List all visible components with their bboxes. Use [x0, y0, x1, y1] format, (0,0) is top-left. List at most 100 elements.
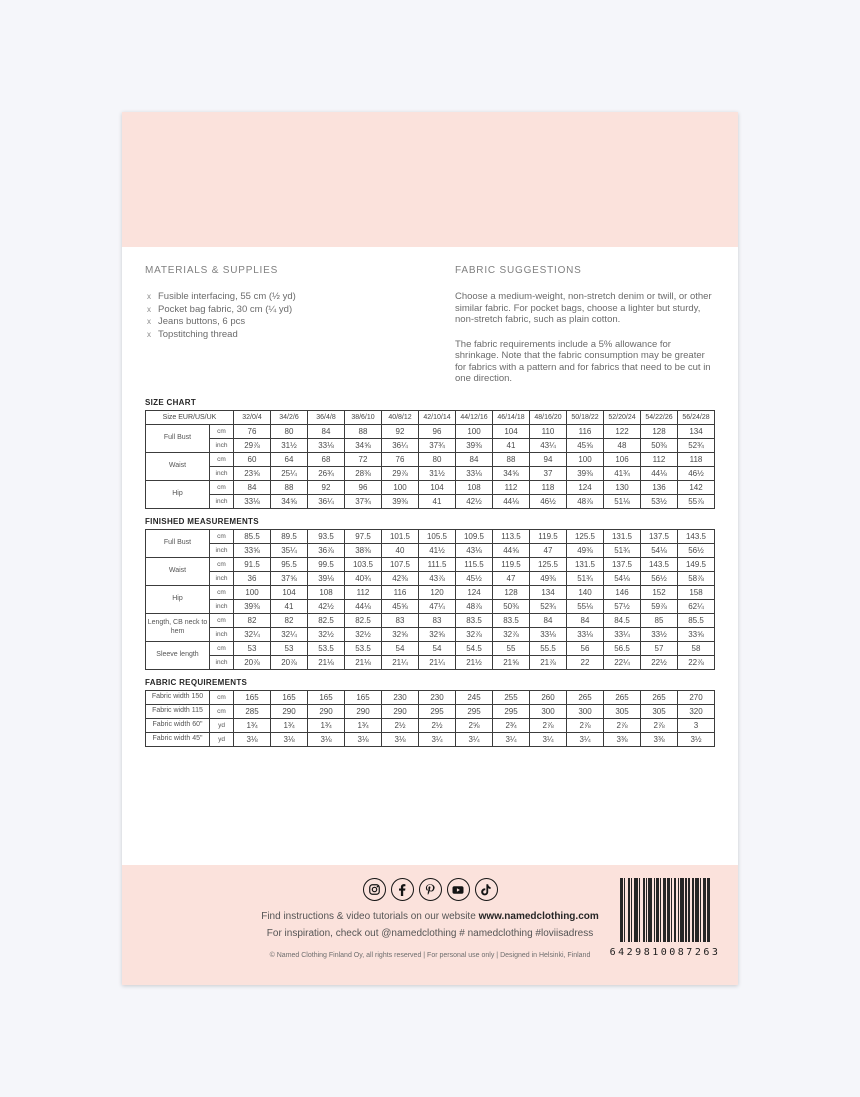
value-cell: 112: [640, 452, 678, 467]
value-cell: 20⅞: [270, 655, 308, 670]
barcode-bar: [699, 878, 702, 942]
value-cell: 265: [603, 690, 641, 705]
size-chart-section: SIZE CHART Size EUR/US/UK 32/0/4 34/2/6 36/…: [145, 398, 715, 509]
value-cell: 36: [233, 571, 271, 586]
instagram-icon: [362, 878, 386, 901]
value-cell: 2¾: [492, 718, 530, 733]
value-cell: 33⅝: [233, 543, 271, 558]
value-cell: 95.5: [270, 557, 308, 572]
value-cell: 120: [418, 585, 456, 600]
value-cell: 21⅛: [307, 655, 345, 670]
value-cell: 32¼: [270, 627, 308, 642]
value-cell: 80: [418, 452, 456, 467]
barcode-bars: [607, 878, 723, 942]
value-cell: 39⅜: [566, 466, 604, 481]
value-cell: 140: [566, 585, 604, 600]
row-label: Full Bust: [145, 424, 210, 453]
value-cell: 105.5: [418, 529, 456, 544]
value-cell: 131.5: [603, 529, 641, 544]
row-label: Fabric width 60": [145, 718, 210, 733]
value-cell: 23⅝: [233, 466, 271, 481]
fabric-requirements-title: FABRIC REQUIREMENTS: [145, 678, 248, 687]
value-cell: 101.5: [381, 529, 419, 544]
value-cell: 56.5: [603, 641, 641, 656]
value-cell: 42⅜: [381, 571, 419, 586]
value-cell: 3⅛: [233, 732, 271, 747]
value-cell: 136: [640, 480, 678, 495]
value-cell: 2⅞: [529, 718, 567, 733]
value-cell: 33⅛: [307, 438, 345, 453]
value-cell: 21¼: [418, 655, 456, 670]
barcode-bar: [695, 878, 699, 942]
value-cell: 94: [529, 452, 567, 467]
value-cell: 33⅛: [566, 627, 604, 642]
value-cell: 1¾: [233, 718, 271, 733]
value-cell: 122: [603, 424, 641, 439]
value-cell: 51⅛: [603, 494, 641, 509]
value-cell: 53½: [640, 494, 678, 509]
value-cell: 113.5: [492, 529, 530, 544]
materials-supplies-heading: MATERIALS & SUPPLIES: [145, 265, 279, 276]
value-cell: 56½: [640, 571, 678, 586]
facebook-icon: [390, 878, 414, 901]
materials-item-text: Jeans buttons, 6 pcs: [158, 316, 246, 328]
value-cell: 32½: [344, 627, 382, 642]
value-cell: 42½: [307, 599, 345, 614]
size-column-header: 50/18/22: [566, 410, 604, 425]
value-cell: 48: [603, 438, 641, 453]
size-chart-title: SIZE CHART: [145, 398, 196, 407]
value-cell: 100: [233, 585, 271, 600]
value-cell: 118: [529, 480, 567, 495]
value-cell: 3¼: [418, 732, 456, 747]
value-cell: 230: [381, 690, 419, 705]
value-cell: 52¾: [529, 599, 567, 614]
value-cell: 115.5: [455, 557, 493, 572]
value-cell: 37¾: [344, 494, 382, 509]
value-cell: 32⅞: [492, 627, 530, 642]
footer-instructions-text: Find instructions & video tutorials on o…: [261, 911, 476, 922]
value-cell: 2½: [381, 718, 419, 733]
value-cell: 21⅛: [344, 655, 382, 670]
pinterest-icon: [418, 878, 442, 901]
value-cell: 29⅞: [381, 466, 419, 481]
finished-measurements-title: FINISHED MEASUREMENTS: [145, 517, 259, 526]
value-cell: 84: [529, 613, 567, 628]
value-cell: 82.5: [344, 613, 382, 628]
value-cell: 99.5: [307, 557, 345, 572]
value-cell: 31½: [418, 466, 456, 481]
value-cell: 25¼: [270, 466, 308, 481]
unit-cell: inch: [209, 466, 234, 481]
value-cell: 124: [566, 480, 604, 495]
value-cell: 43⅛: [455, 543, 493, 558]
value-cell: 48⅞: [566, 494, 604, 509]
barcode-bar: [642, 878, 645, 942]
value-cell: 34⅝: [270, 494, 308, 509]
value-cell: 45⅝: [566, 438, 604, 453]
value-cell: 59⅞: [640, 599, 678, 614]
barcode-bar: [648, 878, 652, 942]
size-column-header: 52/20/24: [603, 410, 641, 425]
size-column-header: 32/0/4: [233, 410, 271, 425]
value-cell: 134: [529, 585, 567, 600]
value-cell: 285: [233, 704, 271, 719]
value-cell: 54: [381, 641, 419, 656]
unit-cell: inch: [209, 655, 234, 670]
value-cell: 89.5: [270, 529, 308, 544]
value-cell: 20⅞: [233, 655, 271, 670]
value-cell: 41: [270, 599, 308, 614]
value-cell: 39⅜: [233, 599, 271, 614]
value-cell: 33⅛: [233, 494, 271, 509]
row-label: Fabric width 115: [145, 704, 210, 719]
value-cell: 55.5: [529, 641, 567, 656]
value-cell: 130: [603, 480, 641, 495]
value-cell: 245: [455, 690, 493, 705]
value-cell: 44⅛: [492, 494, 530, 509]
value-cell: 32¼: [233, 627, 271, 642]
value-cell: 46½: [677, 466, 715, 481]
value-cell: 64: [270, 452, 308, 467]
barcode-bar: [666, 878, 671, 942]
value-cell: 116: [381, 585, 419, 600]
value-cell: 96: [418, 424, 456, 439]
unit-cell: yd: [209, 732, 234, 747]
unit-cell: inch: [209, 627, 234, 642]
